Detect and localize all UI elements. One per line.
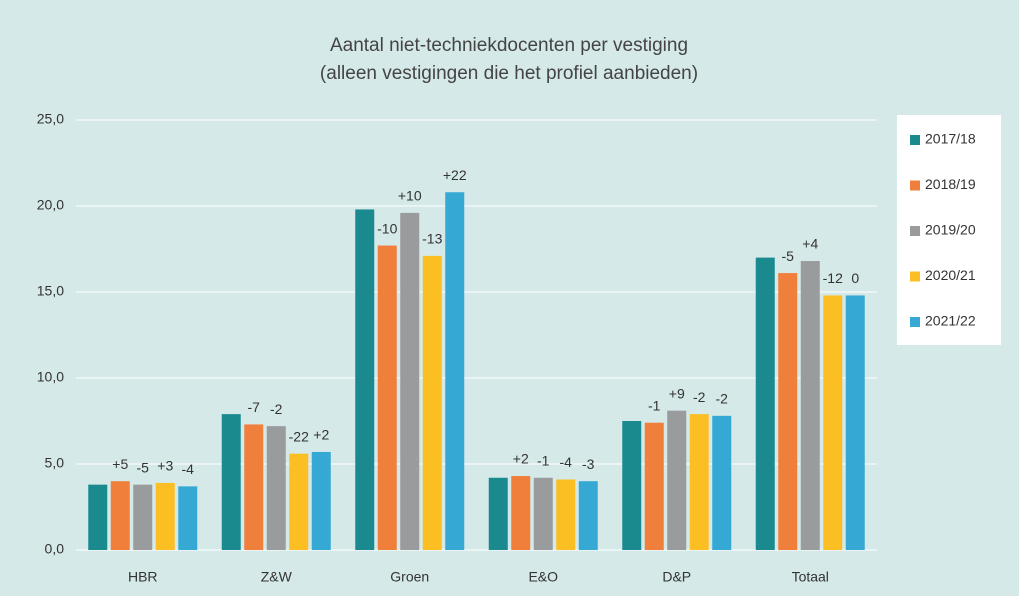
bar	[556, 479, 576, 550]
bar	[488, 477, 508, 550]
bar	[445, 192, 465, 551]
data-label: +2	[313, 427, 329, 443]
bar	[266, 426, 286, 550]
bar	[377, 245, 397, 550]
data-label: -22	[289, 428, 309, 444]
data-label: -2	[270, 401, 283, 417]
data-label: -2	[716, 391, 729, 407]
y-tick-label: 15,0	[37, 283, 64, 299]
data-label: -13	[422, 231, 442, 247]
bar	[422, 255, 442, 550]
data-label: +5	[112, 456, 128, 472]
bar	[511, 476, 531, 550]
data-label: -1	[537, 452, 550, 468]
bar	[110, 481, 130, 550]
bar	[689, 414, 709, 550]
legend-swatch	[910, 317, 920, 327]
legend-label: 2019/20	[925, 222, 976, 238]
legend-label: 2017/18	[925, 131, 976, 147]
bar	[578, 481, 598, 550]
bar	[755, 257, 775, 550]
bar	[311, 451, 331, 550]
data-label: +3	[157, 458, 173, 474]
x-tick-label: E&O	[528, 569, 558, 585]
x-tick-label: Z&W	[261, 569, 293, 585]
bar	[622, 421, 642, 550]
bar	[221, 414, 241, 550]
legend-swatch	[910, 226, 920, 236]
y-tick-label: 5,0	[45, 455, 65, 471]
chart-subtitle: (alleen vestigingen die het profiel aanb…	[320, 63, 698, 84]
x-tick-label: D&P	[662, 569, 691, 585]
data-label: -5	[137, 459, 150, 475]
bar	[155, 482, 175, 550]
x-tick-label: HBR	[128, 569, 158, 585]
data-label: -4	[182, 461, 195, 477]
x-tick-label: Totaal	[792, 569, 829, 585]
chart-title: Aantal niet-techniekdocenten per vestigi…	[330, 35, 688, 56]
y-tick-label: 10,0	[37, 369, 64, 385]
data-label: -2	[693, 389, 706, 405]
data-label: 0	[851, 270, 859, 286]
bar	[289, 453, 309, 550]
data-label: +2	[513, 451, 529, 467]
data-label: -3	[582, 456, 595, 472]
data-label: +4	[802, 236, 818, 252]
bar	[823, 295, 843, 550]
legend-label: 2020/21	[925, 267, 976, 283]
legend-label: 2021/22	[925, 313, 976, 329]
legend-swatch	[910, 180, 920, 191]
bar	[667, 410, 687, 550]
data-label: +9	[669, 385, 685, 401]
bar	[88, 484, 108, 550]
bar	[800, 261, 820, 550]
data-label: -1	[648, 397, 661, 413]
y-tick-label: 25,0	[37, 111, 64, 127]
data-label: -7	[248, 399, 261, 415]
bar	[244, 424, 264, 550]
legend-label: 2018/19	[925, 176, 976, 192]
legend-swatch	[910, 135, 920, 145]
bar	[133, 484, 153, 550]
bar	[712, 415, 732, 550]
bar	[400, 212, 420, 550]
data-label: -12	[823, 270, 843, 286]
data-label: +22	[443, 167, 467, 183]
bar	[644, 422, 664, 550]
x-tick-label: Groen	[390, 569, 429, 585]
bar	[845, 295, 865, 550]
legend-swatch	[910, 271, 920, 282]
bar	[778, 273, 798, 550]
data-label: -4	[560, 454, 573, 470]
bar	[355, 209, 375, 550]
data-label: +10	[398, 188, 422, 204]
y-tick-label: 20,0	[37, 197, 64, 213]
data-label: -5	[782, 248, 795, 264]
data-label: -10	[377, 220, 397, 236]
bar	[533, 477, 553, 550]
bar	[178, 486, 198, 550]
y-tick-label: 0,0	[45, 541, 65, 557]
